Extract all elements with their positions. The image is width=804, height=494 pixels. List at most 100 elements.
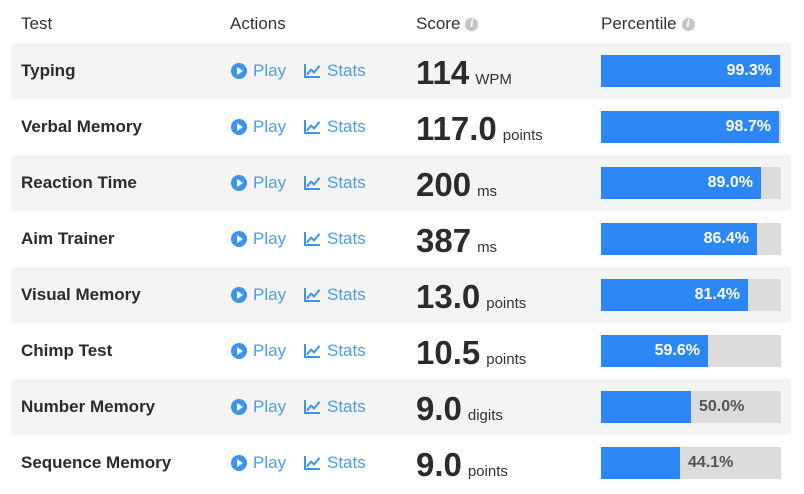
percentile-bar-fill	[601, 335, 708, 367]
stats-button[interactable]: Stats	[304, 435, 366, 491]
score-value: 200	[416, 166, 472, 203]
stats-button[interactable]: Stats	[304, 323, 366, 379]
score-unit: digits	[467, 407, 503, 424]
play-button[interactable]: Play	[231, 99, 286, 155]
stats-label: Stats	[327, 285, 366, 304]
header-percentile-label: Percentile	[601, 14, 677, 33]
percentile-bar-fill	[601, 447, 680, 479]
play-circle-icon	[231, 175, 247, 191]
table-row: Verbal Memory Play Stats 117.0 points 98…	[11, 99, 791, 155]
table-row: Reaction Time Play Stats 200 ms 89.0%	[11, 155, 791, 211]
stats-button[interactable]: Stats	[304, 379, 366, 435]
line-chart-icon	[304, 288, 320, 302]
stats-button[interactable]: Stats	[304, 211, 366, 267]
stats-label: Stats	[327, 453, 366, 472]
percentile-bar: 86.4%	[601, 223, 781, 255]
stats-button[interactable]: Stats	[304, 155, 366, 211]
test-name: Chimp Test	[21, 341, 113, 360]
play-button[interactable]: Play	[231, 323, 286, 379]
header-actions-label: Actions	[230, 14, 286, 33]
line-chart-icon	[304, 344, 320, 358]
table-row: Typing Play Stats 114 WPM 99.3%	[11, 43, 791, 99]
score-value: 117.0	[416, 110, 497, 147]
score: 13.0 points	[416, 267, 526, 323]
play-circle-icon	[231, 119, 247, 135]
percentile-bar: 59.6%	[601, 335, 781, 367]
score-value: 10.5	[416, 334, 481, 371]
percentile-label: 99.3%	[726, 62, 772, 79]
test-name: Verbal Memory	[21, 117, 142, 136]
score-unit: ms	[477, 239, 498, 256]
percentile-info-icon[interactable]: i	[681, 17, 695, 31]
stats-label: Stats	[327, 61, 366, 80]
score-unit: WPM	[475, 71, 512, 88]
score: 200 ms	[416, 155, 497, 211]
score-value: 9.0	[416, 446, 462, 483]
play-button[interactable]: Play	[231, 267, 286, 323]
play-label: Play	[253, 229, 287, 248]
percentile-bar-fill	[601, 279, 748, 311]
score: 117.0 points	[416, 99, 543, 155]
percentile-bar: 89.0%	[601, 167, 781, 199]
percentile-bar: 81.4%	[601, 279, 781, 311]
line-chart-icon	[304, 176, 320, 190]
percentile-bar-fill	[601, 167, 761, 199]
line-chart-icon	[304, 120, 320, 134]
percentile-label: 59.6%	[654, 342, 700, 359]
stats-label: Stats	[327, 341, 366, 360]
percentile-bar: 44.1%	[601, 447, 781, 479]
play-circle-icon	[231, 231, 247, 247]
line-chart-icon	[304, 400, 320, 414]
play-label: Play	[253, 117, 287, 136]
score-unit: points	[486, 295, 527, 312]
percentile-bar: 99.3%	[601, 55, 781, 87]
play-button[interactable]: Play	[231, 435, 286, 491]
score-value: 13.0	[416, 278, 481, 315]
table-body: Typing Play Stats 114 WPM 99.3% Verbal M…	[0, 43, 804, 491]
percentile-bar-fill	[601, 55, 780, 87]
play-circle-icon	[231, 455, 247, 471]
score-unit: ms	[477, 183, 498, 200]
line-chart-icon	[304, 456, 320, 470]
score: 9.0 digits	[416, 379, 503, 435]
score: 114 WPM	[416, 43, 512, 99]
percentile-label: 86.4%	[703, 230, 749, 247]
play-circle-icon	[231, 287, 247, 303]
table-row: Chimp Test Play Stats 10.5 points 59.6%	[11, 323, 791, 379]
play-label: Play	[253, 453, 287, 472]
play-button[interactable]: Play	[231, 155, 286, 211]
stats-label: Stats	[327, 173, 366, 192]
percentile-label: 89.0%	[707, 174, 753, 191]
score: 9.0 points	[416, 435, 508, 491]
header-test: Test	[21, 14, 52, 34]
stats-label: Stats	[327, 397, 366, 416]
play-circle-icon	[231, 399, 247, 415]
play-label: Play	[253, 341, 287, 360]
score-unit: points	[467, 463, 508, 480]
play-button[interactable]: Play	[231, 379, 286, 435]
stats-button[interactable]: Stats	[304, 43, 366, 99]
percentile-bar: 50.0%	[601, 391, 781, 423]
play-button[interactable]: Play	[231, 211, 286, 267]
header-score-label: Score	[416, 14, 461, 33]
play-label: Play	[253, 285, 287, 304]
score-value: 9.0	[416, 390, 462, 427]
stats-button[interactable]: Stats	[304, 267, 366, 323]
score-unit: points	[502, 127, 543, 144]
percentile-label: 50.0%	[699, 398, 745, 415]
score-info-icon[interactable]: i	[465, 17, 479, 31]
line-chart-icon	[304, 232, 320, 246]
play-label: Play	[253, 173, 287, 192]
percentile-bar: 98.7%	[601, 111, 781, 143]
test-name: Sequence Memory	[21, 453, 172, 472]
play-button[interactable]: Play	[231, 43, 286, 99]
stats-button[interactable]: Stats	[304, 99, 366, 155]
score: 387 ms	[416, 211, 497, 267]
table-row: Number Memory Play Stats 9.0 digits 50.0…	[11, 379, 791, 435]
play-label: Play	[253, 397, 287, 416]
test-name: Aim Trainer	[21, 229, 115, 248]
score-unit: points	[486, 351, 527, 368]
play-circle-icon	[231, 63, 247, 79]
table-row: Visual Memory Play Stats 13.0 points 81.…	[11, 267, 791, 323]
